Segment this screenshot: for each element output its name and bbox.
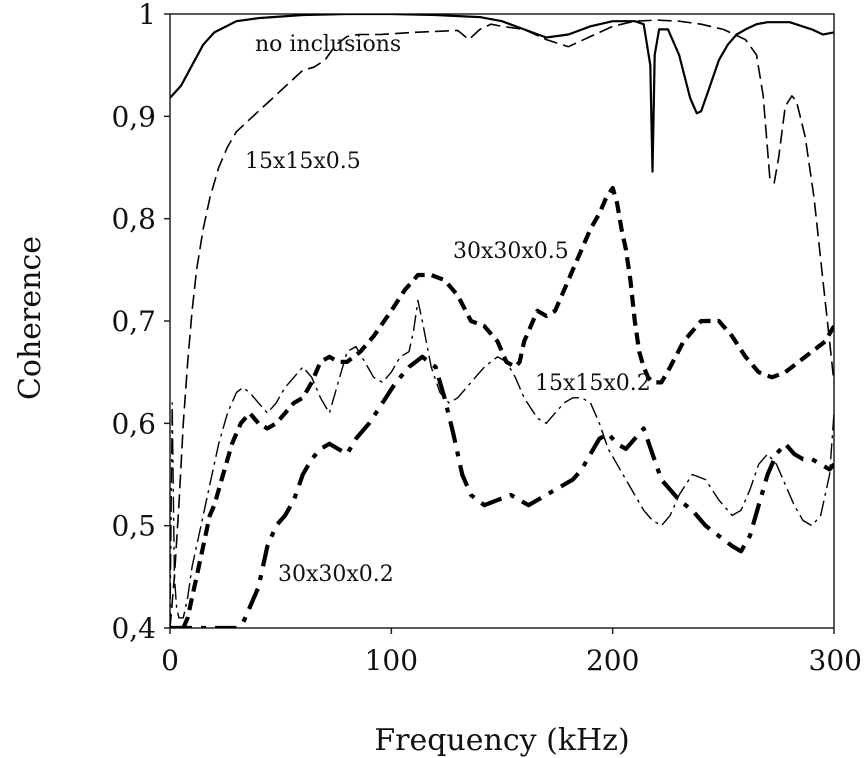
y-tick-label: 0,5 xyxy=(111,510,156,543)
x-axis-title: Frequency (kHz) xyxy=(374,723,629,758)
x-tick-label: 0 xyxy=(161,644,179,677)
y-tick-label: 0,4 xyxy=(111,612,156,645)
plot-frame xyxy=(169,13,835,629)
series-line-15x15x0-5 xyxy=(170,19,834,628)
series-label-layer: no inclusions 15x15x0.5 30x30x0.5 15x15x0.2… xyxy=(245,32,651,587)
x-tick-label: 100 xyxy=(365,644,418,677)
y-tick-label: 0,9 xyxy=(111,100,156,133)
series-line-15x15x0-2 xyxy=(170,299,834,628)
series-label: 15x15x0.2 xyxy=(535,371,651,396)
x-tick-label: 200 xyxy=(586,644,639,677)
series-label: 30x30x0.5 xyxy=(453,239,569,264)
y-tick-label: 0,6 xyxy=(111,407,156,440)
series-line-no-inclusions xyxy=(170,14,834,173)
series-label: no inclusions xyxy=(255,32,401,57)
series-line-30x30x0-5 xyxy=(181,185,834,628)
tick-layer: 0,4 0,5 0,6 0,7 0,8 0,9 1 0 100 200 300 xyxy=(111,0,862,677)
y-tick-label: 0,8 xyxy=(111,203,156,236)
series-label: 15x15x0.5 xyxy=(245,149,361,174)
y-tick-label: 1 xyxy=(138,0,156,31)
y-tick-label: 0,7 xyxy=(111,305,156,338)
series-line-30x30x0-2 xyxy=(170,354,834,628)
series-layer xyxy=(170,14,834,628)
x-tick-label: 300 xyxy=(809,644,862,677)
y-axis-title: Coherence xyxy=(13,236,48,400)
series-label: 30x30x0.2 xyxy=(278,562,394,587)
